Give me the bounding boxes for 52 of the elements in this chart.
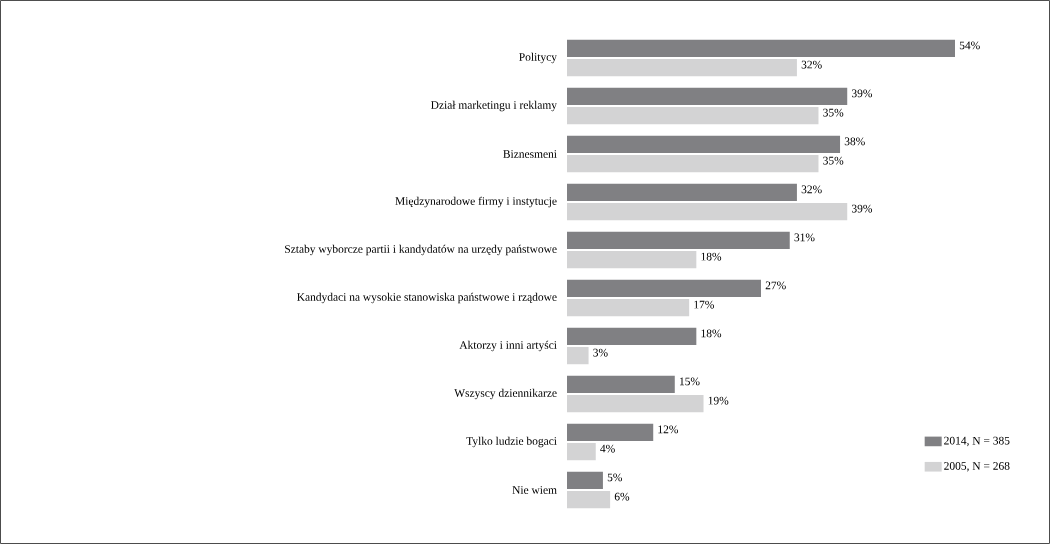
bar — [567, 375, 675, 394]
data-label: 35% — [823, 156, 844, 165]
data-label: 32% — [801, 60, 822, 69]
data-label: 6% — [614, 492, 630, 501]
data-label: 31% — [794, 233, 815, 242]
data-label: 18% — [701, 252, 722, 261]
y-tick-label: Międzynarodowe firmy i instytucje — [395, 196, 557, 208]
bar — [567, 106, 819, 125]
data-label: 32% — [801, 185, 822, 194]
bar — [567, 183, 797, 202]
legend-label: 2014, N = 385 — [944, 436, 1010, 447]
bar — [567, 202, 848, 221]
data-label: 12% — [658, 425, 679, 434]
data-label: 27% — [765, 281, 786, 290]
y-tick-label: Aktorzy i inni artyści — [459, 340, 557, 352]
data-label: 4% — [600, 444, 615, 453]
bar — [567, 250, 697, 269]
data-label: 35% — [823, 108, 844, 117]
y-tick-label: Kandydaci na wysokie stanowiska państwowe i rządowe — [297, 292, 557, 304]
y-tick-label: Sztaby wyborcze partii i kandydatów na urzędy państwowe — [285, 244, 557, 256]
bar — [567, 442, 596, 461]
bar — [567, 135, 841, 154]
data-label: 38% — [844, 137, 865, 146]
bar — [567, 58, 797, 77]
y-tick-label: Politycy — [519, 52, 557, 64]
data-label: 17% — [694, 300, 714, 309]
y-tick-label: Tylko ludzie bogaci — [466, 436, 557, 448]
data-label: 39% — [851, 89, 873, 98]
legend-label: 2005, N = 268 — [944, 462, 1010, 472]
bar — [567, 298, 690, 317]
bar — [567, 394, 704, 413]
bar — [567, 154, 819, 173]
data-label: 39% — [851, 204, 873, 213]
bar — [567, 471, 603, 490]
bar — [567, 490, 611, 509]
bar — [567, 87, 848, 106]
data-label: 5% — [607, 473, 623, 482]
bar — [567, 346, 589, 365]
y-tick-label: Dział marketingu i reklamy — [431, 100, 557, 112]
bar — [567, 327, 697, 346]
data-label: 54% — [959, 41, 980, 50]
bar — [567, 279, 761, 298]
bar — [567, 423, 654, 442]
data-label: 15% — [679, 377, 700, 386]
y-tick-label: Nie wiem — [512, 486, 557, 494]
bar — [567, 39, 955, 58]
data-label: 3% — [593, 348, 608, 357]
data-label: 19% — [708, 396, 729, 405]
data-label: 18% — [701, 329, 722, 338]
y-tick-label: Wszyscy dziennikarze — [454, 388, 557, 400]
y-tick-label: Biznesmeni — [503, 150, 557, 158]
bar — [567, 231, 790, 250]
